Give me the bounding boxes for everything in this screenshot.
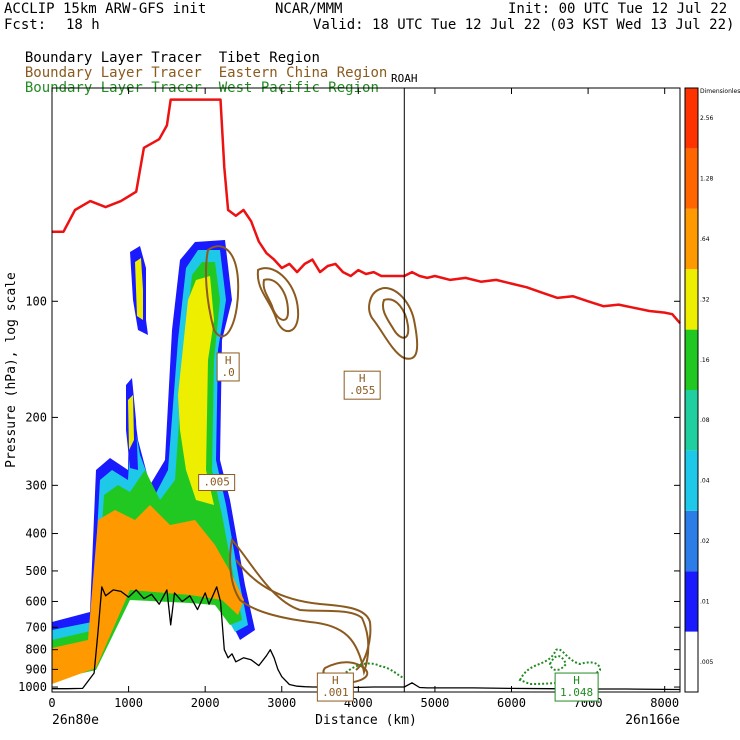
terrain-line [52,586,681,691]
tracer-shade-orange [52,505,244,684]
y-tick-label: 500 [25,564,47,578]
x-tick-label: 2000 [191,696,220,710]
legend-tracer-label: Boundary Layer Tracer [24,65,202,81]
colorbar-level-label: .32 [700,296,710,303]
colorbar-bin [685,390,698,451]
legend-region-label: Eastern China Region [218,65,388,81]
colorbar-level-label: 1.28 [700,176,714,183]
annotation-value: .001 [322,686,349,699]
annotation-marker: H [332,674,339,687]
annotation-value: .055 [349,384,376,397]
legend-entry-eastern-china: Boundary Layer Tracer Eastern China Regi… [8,51,387,81]
colorbar: .005 .01 .02 .04 .08 .16 .32 .64 1.28 2.56 Dimensi… [684,87,740,693]
annotation-box [316,672,354,702]
annotation-marker: H [225,354,232,367]
annotation-marker: H [359,372,366,385]
x-tick-label: 6000 [497,696,526,710]
header-fcst-label: Fcst: [4,17,47,33]
colorbar-level-label: Dimensionless [700,88,740,95]
colorbar-level-label: .08 [700,417,710,424]
contour-east-china-1 [205,245,240,338]
y-tick-label: 900 [25,662,47,676]
left-endpoint-label: 26n80e [52,713,99,728]
annotation-box [216,352,240,382]
y-tick-label: 300 [25,478,47,492]
colorbar-frame [684,87,699,693]
contour-west-pacific-1 [339,662,405,679]
colorbar-bin [685,631,698,692]
colorbar-level-label: .005 [700,659,714,666]
tracer-shading [52,240,255,684]
tracer-shade-yellow [178,276,214,505]
colorbar-bin [685,450,698,511]
contour-east-china-4 [368,287,419,360]
x-tick-label: 5000 [420,696,449,710]
colorbar-bin [685,510,698,572]
y-tick-label: 700 [25,620,47,634]
roah-marker-label: ROAH [391,72,418,85]
header-valid: Valid: 18 UTC Tue 12 Jul 22 (03 KST Wed … [313,17,735,33]
x-tick-label: 3000 [267,696,296,710]
colorbar-level-label: 2.56 [700,115,714,122]
annotation-3: H.001 [316,672,354,702]
x-tick-label: 1000 [114,696,143,710]
colorbar-bin [685,148,698,209]
plot-frame [51,87,681,693]
annotation-1: H.055 [343,370,381,400]
annotation-value: .005 [203,476,230,489]
y-tick-label: 100 [25,294,47,308]
x-tick-label: 0 [48,696,55,710]
tracer-shade-yellow-mid [128,395,134,450]
contour-east-china-3 [262,278,290,321]
y-tick-label: 600 [25,594,47,608]
x-axis-title: Distance (km) [315,713,417,728]
annotation-0: H.0 [216,352,240,382]
right-endpoint-label: 26n166e [625,713,680,728]
legend-region-label: Tibet Region [218,50,320,66]
y-tick-label: 200 [25,410,47,424]
contour-west-pacific-3 [548,655,568,671]
tropopause-line [52,98,681,325]
colorbar-bin [685,571,698,632]
colorbar-level-label: .01 [700,598,710,605]
contour-west-pacific-2 [518,648,602,686]
colorbar-bin [685,329,698,390]
annotation-value: .0 [222,366,235,379]
profile-lines: ROAH [52,72,681,692]
y-tick-label: 400 [25,527,47,541]
colorbar-level-label: .16 [700,357,710,364]
header-fcst-value: 18 h [66,17,100,33]
axes: 0 1000 2000 3000 4000 5000 6000 7000 80001002003… [4,87,681,728]
colorbar-level-label: .64 [700,236,710,243]
header-center: NCAR/MMM [275,1,343,17]
y-axis-title: Pressure (hPa), log scale [4,272,19,468]
annotation-box [198,474,236,492]
legend-tracer-label: Boundary Layer Tracer [24,50,202,66]
x-tick-label: 8000 [650,696,679,710]
tracer-shade-yellow-top [135,258,143,320]
y-tick-label: 1000 [18,680,47,694]
tracer-contours [205,245,602,686]
annotation-4: H1.048 [554,672,599,702]
contour-east-china-7 [235,559,372,671]
colorbar-bin [685,269,698,330]
colorbar-level-label: .02 [700,538,710,545]
annotation-2: .005 [198,474,236,492]
colorbar-bin [685,208,698,270]
contour-east-china-2 [256,267,300,333]
annotation-marker: H [573,674,580,687]
y-tick-label: 800 [25,643,47,657]
legend-entry-tibet: Boundary Layer Tracer Tibet Region [8,36,320,66]
colorbar-level-label: .04 [700,478,710,485]
colorbar-bin [685,88,698,149]
header-init: Init: 00 UTC Tue 12 Jul 22 [508,1,728,17]
annotation-box [343,370,381,400]
annotation-box [554,672,599,702]
contour-east-china-6 [229,537,370,676]
annotation-value: 1.048 [560,686,593,699]
header-title: ACCLIP 15km ARW-GFS init [4,1,207,17]
